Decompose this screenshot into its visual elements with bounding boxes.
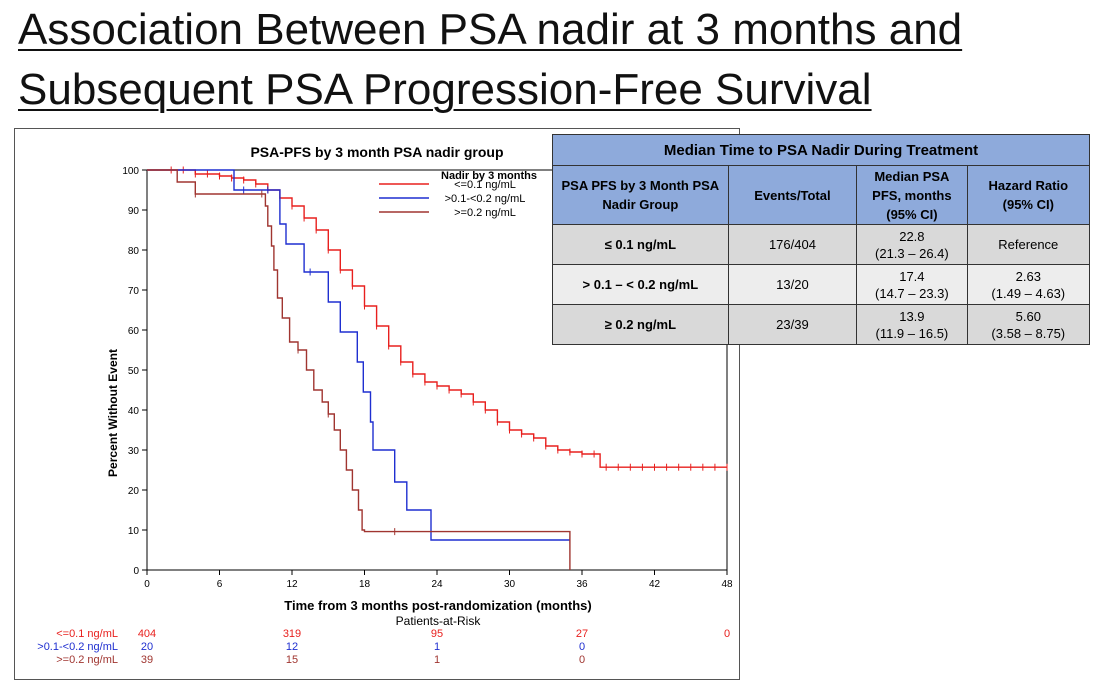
cell-median-value: 13.9 <box>899 308 925 324</box>
cell-median-ci: (11.9 – 16.5) <box>875 325 949 341</box>
risk-value: 404 <box>138 628 156 640</box>
slide-title-line1: Association Between PSA nadir at 3 month… <box>18 5 963 54</box>
y-tick-label: 10 <box>128 526 140 537</box>
col-header-events: Events/Total <box>727 165 858 225</box>
legend-label: <=0.1 ng/mL <box>454 179 516 191</box>
x-tick-label: 24 <box>431 579 443 590</box>
cell-median-ci: (21.3 – 26.4) <box>875 245 949 261</box>
table-row: ≤ 0.1 ng/mL 176/404 22.8 (21.3 – 26.4) R… <box>552 224 1091 265</box>
median-nadir-table: Median Time to PSA Nadir During Treatmen… <box>552 134 1091 345</box>
cell-median-ci: (14.7 – 23.3) <box>875 285 949 301</box>
risk-value: 0 <box>724 628 730 640</box>
risk-value: 1 <box>434 654 440 666</box>
risk-value: 95 <box>431 628 443 640</box>
risk-value: 0 <box>579 654 585 666</box>
col-header-median-line2: PFS, months <box>872 187 952 203</box>
cell-median: 17.4 (14.7 – 23.3) <box>856 264 968 305</box>
slide-title: Association Between PSA nadir at 3 month… <box>18 0 1088 120</box>
y-tick-label: 80 <box>128 246 140 257</box>
col-header-hr-line1: Hazard Ratio <box>988 178 1069 193</box>
table-title: Median Time to PSA Nadir During Treatmen… <box>552 134 1090 166</box>
y-tick-label: 30 <box>128 446 140 457</box>
x-tick-label: 48 <box>721 579 733 590</box>
risk-value: 27 <box>576 628 588 640</box>
cell-median-value: 22.8 <box>899 228 925 244</box>
x-tick-label: 36 <box>576 579 588 590</box>
y-tick-label: 40 <box>128 406 140 417</box>
km-curve-2 <box>147 169 571 570</box>
cell-events: 176/404 <box>727 224 858 265</box>
cell-median-value: 17.4 <box>899 268 925 284</box>
risk-value: 20 <box>141 641 153 653</box>
km-curve-1 <box>147 169 570 541</box>
y-tick-label: 100 <box>122 166 139 177</box>
risk-value: 39 <box>141 654 153 666</box>
y-tick-label: 60 <box>128 326 140 337</box>
col-header-group: PSA PFS by 3 Month PSA Nadir Group <box>552 165 729 225</box>
risk-row-label: >0.1-<0.2 ng/mL <box>37 641 118 653</box>
x-tick-label: 42 <box>649 579 661 590</box>
risk-value: 319 <box>283 628 301 640</box>
x-tick-label: 30 <box>504 579 516 590</box>
cell-hr-ci: (3.58 – 8.75) <box>991 325 1066 341</box>
risk-value: 12 <box>286 641 298 653</box>
cell-hr: Reference <box>966 224 1091 265</box>
cell-hr: 5.60 (3.58 – 8.75) <box>966 304 1091 345</box>
slide-title-line2: Subsequent PSA Progression-Free Survival <box>18 65 872 114</box>
cell-group: > 0.1 – < 0.2 ng/mL <box>552 264 729 305</box>
col-header-median-line1: Median PSA <box>874 168 950 184</box>
table-row: > 0.1 – < 0.2 ng/mL 13/20 17.4 (14.7 – 2… <box>552 264 1091 305</box>
x-axis-label: Time from 3 months post-randomization (m… <box>284 598 591 613</box>
cell-hr: 2.63 (1.49 – 4.63) <box>966 264 1091 305</box>
y-tick-label: 90 <box>128 206 140 217</box>
y-axis-label: Percent Without Event <box>106 349 120 477</box>
risk-table-title: Patients-at-Risk <box>396 614 482 628</box>
cell-group: ≥ 0.2 ng/mL <box>552 304 729 345</box>
y-tick-label: 50 <box>128 366 140 377</box>
x-tick-label: 12 <box>286 579 298 590</box>
risk-value: 0 <box>579 641 585 653</box>
legend-title: Nadir by 3 months <box>441 170 537 182</box>
col-header-hr-line2: (95% CI) <box>1002 197 1054 212</box>
y-tick-label: 0 <box>133 566 139 577</box>
x-tick-label: 6 <box>217 579 223 590</box>
cell-group: ≤ 0.1 ng/mL <box>552 224 729 265</box>
chart-title: PSA-PFS by 3 month PSA nadir group <box>250 144 503 160</box>
km-chart: PSA-PFS by 3 month PSA nadir group Perce… <box>37 144 733 666</box>
legend-label: >=0.2 ng/mL <box>454 207 516 219</box>
table-row: ≥ 0.2 ng/mL 23/39 13.9 (11.9 – 16.5) 5.6… <box>552 304 1091 345</box>
cell-events: 23/39 <box>727 304 858 345</box>
risk-value: 15 <box>286 654 298 666</box>
col-header-median: Median PSA PFS, months (95% CI) <box>856 165 968 225</box>
risk-value: 1 <box>434 641 440 653</box>
risk-row-label: <=0.1 ng/mL <box>56 628 118 640</box>
legend-label: >0.1-<0.2 ng/mL <box>445 193 526 205</box>
cell-median: 22.8 (21.3 – 26.4) <box>856 224 968 265</box>
risk-row-label: >=0.2 ng/mL <box>56 654 118 666</box>
cell-events: 13/20 <box>727 264 858 305</box>
x-tick-label: 18 <box>359 579 371 590</box>
x-tick-label: 0 <box>144 579 150 590</box>
col-header-hr: Hazard Ratio (95% CI) <box>966 165 1091 225</box>
y-tick-label: 70 <box>128 286 140 297</box>
cell-hr-value: 5.60 <box>1015 308 1041 324</box>
y-tick-label: 20 <box>128 486 140 497</box>
cell-median: 13.9 (11.9 – 16.5) <box>856 304 968 345</box>
cell-hr-value: 2.63 <box>1015 268 1041 284</box>
col-header-median-line3: (95% CI) <box>886 206 938 222</box>
cell-hr-ci: (1.49 – 4.63) <box>991 285 1066 301</box>
